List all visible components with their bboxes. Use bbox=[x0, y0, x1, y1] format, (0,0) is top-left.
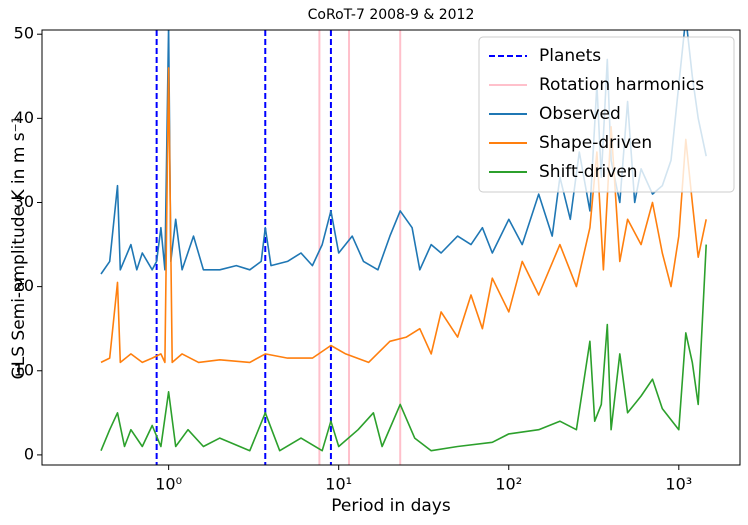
y-tick-label: 0 bbox=[24, 444, 34, 463]
legend-label: Observed bbox=[539, 104, 621, 124]
y-tick-label: 20 bbox=[14, 276, 34, 295]
legend-label: Shape-driven bbox=[539, 133, 652, 153]
legend-label: Planets bbox=[539, 46, 601, 66]
legend: Planets Rotation harmonics Observed Shape-d… bbox=[478, 36, 735, 193]
y-tick-label: 10 bbox=[14, 360, 34, 379]
axes-frame bbox=[41, 29, 741, 466]
x-tick-label: 10⁰ bbox=[155, 475, 182, 494]
y-tick-label: 50 bbox=[14, 24, 34, 43]
x-tick-label: 10³ bbox=[665, 475, 692, 494]
series-line bbox=[100, 67, 707, 364]
series-line bbox=[100, 244, 707, 452]
plot-area bbox=[100, 30, 707, 465]
x-tick-label: 10² bbox=[495, 475, 522, 494]
legend-box bbox=[478, 36, 735, 193]
y-tick-label: 30 bbox=[14, 192, 34, 211]
y-axis-label: GLS Semi-amplitude K in m s⁻¹ bbox=[9, 117, 29, 380]
chart-title: CoRoT-7 2008-9 & 2012 bbox=[308, 7, 475, 23]
legend-label: Rotation harmonics bbox=[539, 75, 704, 95]
legend-label: Shift-driven bbox=[539, 162, 638, 182]
x-tick-label: 10¹ bbox=[325, 475, 352, 494]
x-axis-label: Period in days bbox=[331, 496, 451, 516]
y-tick-label: 40 bbox=[14, 108, 34, 127]
